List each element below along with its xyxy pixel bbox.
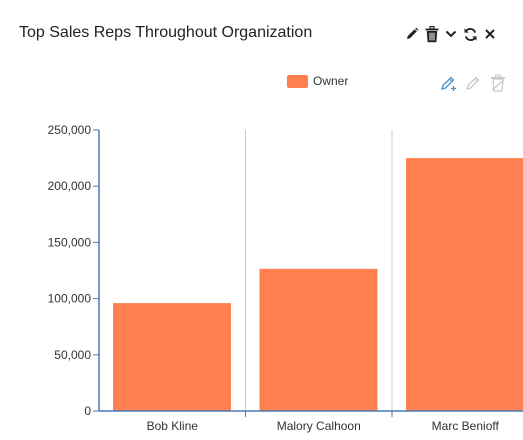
chevron-down-icon[interactable]: [445, 29, 457, 39]
y-tick-label: 150,000: [48, 235, 92, 249]
trash-icon[interactable]: [425, 25, 439, 43]
bar[interactable]: [113, 303, 231, 411]
bar[interactable]: [259, 268, 378, 411]
chart-legend[interactable]: Owner: [287, 74, 348, 88]
x-tick-label: Marc Benioff: [432, 419, 500, 433]
dashboard-component-header: Top Sales Reps Throughout Organization: [0, 0, 523, 68]
edit-icon: [466, 76, 480, 90]
y-tick-label: 100,000: [48, 292, 92, 306]
legend-label: Owner: [313, 74, 349, 88]
header-actions: [405, 24, 502, 44]
x-tick-label: Bob Kline: [147, 419, 199, 433]
y-tick-label: 250,000: [48, 123, 92, 137]
edit-add-icon[interactable]: [440, 74, 458, 92]
y-tick-label: 50,000: [54, 348, 91, 362]
bar[interactable]: [406, 158, 523, 411]
refresh-icon[interactable]: [463, 27, 478, 42]
close-icon[interactable]: [484, 28, 496, 40]
delete-icon: [491, 74, 505, 92]
x-tick-label: Malory Calhoon: [277, 419, 361, 433]
edit-icon[interactable]: [405, 27, 419, 41]
y-tick-label: 200,000: [48, 179, 92, 193]
y-tick-label: 0: [84, 404, 91, 418]
chart-toolbar: [440, 74, 513, 92]
component-title: Top Sales Reps Throughout Organization: [19, 24, 313, 41]
legend-swatch: [287, 74, 308, 88]
